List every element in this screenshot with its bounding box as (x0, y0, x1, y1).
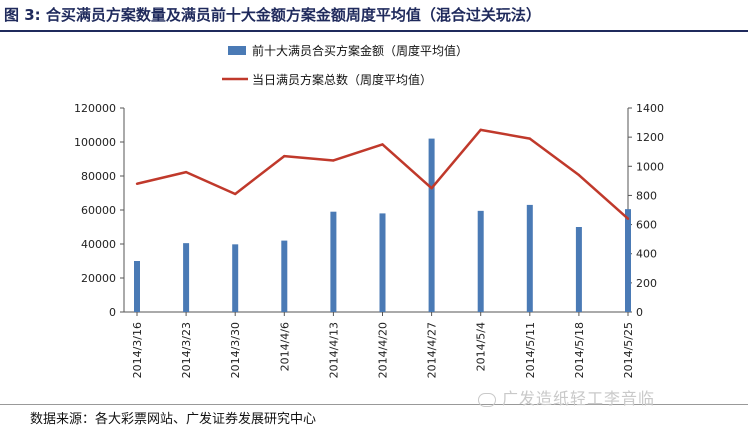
x-axis-tick-label: 2014/4/13 (327, 322, 340, 378)
bar (428, 138, 435, 312)
left-axis-tick-label: 0 (109, 306, 116, 319)
legend-label-line: 当日满员方案总数（周度平均值） (252, 72, 432, 87)
footer-rule (0, 404, 748, 405)
x-axis-tick-label: 2014/4/6 (278, 322, 291, 371)
line-point (184, 170, 188, 174)
chart: 前十大满员合买方案金额（周度平均值） 当日满员方案总数（周度平均值） 02000… (74, 43, 664, 378)
bar (575, 227, 582, 312)
right-axis-tick-label: 1200 (636, 131, 664, 144)
bar (526, 204, 533, 312)
watermark-text: 广发造纸轻工李音临 (502, 389, 656, 408)
x-axis-tick-label: 2014/5/25 (622, 322, 635, 378)
right-axis-tick-label: 800 (636, 189, 657, 202)
x-axis-tick-label: 2014/3/23 (180, 322, 193, 378)
line-point (283, 154, 286, 158)
line-point (626, 217, 630, 220)
line-path (136, 128, 629, 220)
chart-title: 图 3: 合买满员方案数量及满员前十大金额方案金额周度平均值（混合过关玩法） (4, 6, 541, 24)
x-axis-labels: 2014/3/16 2014/3/23 2014/3/30 2014/4/6 2014/… (131, 312, 635, 378)
bar (281, 240, 288, 312)
right-axis-tick-label: 1400 (636, 102, 664, 115)
bar (134, 261, 140, 312)
x-axis-tick-label: 2014/5/18 (573, 322, 586, 378)
line-point (135, 182, 139, 185)
line-point (528, 137, 531, 140)
line-point (234, 192, 237, 196)
right-axis-tick-label: 1000 (636, 160, 664, 173)
wechat-icon (478, 392, 496, 407)
right-axis-tick-label: 600 (636, 219, 657, 232)
x-axis-tick-label: 2014/3/30 (229, 322, 242, 378)
x-axis-tick-label: 2014/3/16 (131, 322, 144, 378)
bar (232, 244, 239, 312)
left-axis-tick-label: 20000 (81, 272, 116, 285)
right-axis-tick-label: 400 (636, 248, 657, 261)
legend: 前十大满员合买方案金额（周度平均值） 当日满员方案总数（周度平均值） (222, 43, 468, 87)
watermark: 广发造纸轻工李音临 (478, 385, 655, 409)
legend-swatch-bars (228, 46, 246, 55)
x-axis-tick-label: 2014/5/11 (524, 322, 537, 378)
bar-series (134, 138, 631, 312)
bar (625, 209, 631, 312)
x-axis-tick-label: 2014/5/4 (475, 322, 488, 371)
source-note: 数据来源：各大彩票网站、广发证券发展研究中心 (30, 412, 317, 427)
left-axis-tick-label: 60000 (81, 204, 116, 217)
legend-label-bars: 前十大满员合买方案金额（周度平均值） (252, 43, 468, 58)
bar (477, 210, 484, 312)
bar (379, 213, 386, 312)
right-axis-tick-label: 0 (636, 306, 643, 319)
bar (330, 211, 337, 312)
title-bar: 图 3: 合买满员方案数量及满员前十大金额方案金额周度平均值（混合过关玩法） (0, 0, 748, 32)
line-point (577, 173, 581, 177)
x-axis-tick-label: 2014/4/20 (377, 322, 390, 378)
left-axis-tick-label: 100000 (74, 136, 116, 149)
x-axis-tick-label: 2014/4/27 (426, 322, 439, 378)
left-axis-tick-label: 120000 (74, 102, 116, 115)
right-axis-tick-label: 200 (636, 277, 657, 290)
bar (183, 243, 190, 312)
line-point (479, 128, 482, 132)
line-point (381, 143, 384, 146)
line-point (430, 186, 433, 190)
left-axis-tick-label: 80000 (81, 170, 116, 183)
line-point (332, 159, 335, 162)
left-axis-tick-label: 40000 (81, 238, 116, 251)
line-series (135, 128, 630, 220)
axes: 0 20000 40000 60000 80000 100000 120000 0 200 400… (74, 102, 664, 319)
